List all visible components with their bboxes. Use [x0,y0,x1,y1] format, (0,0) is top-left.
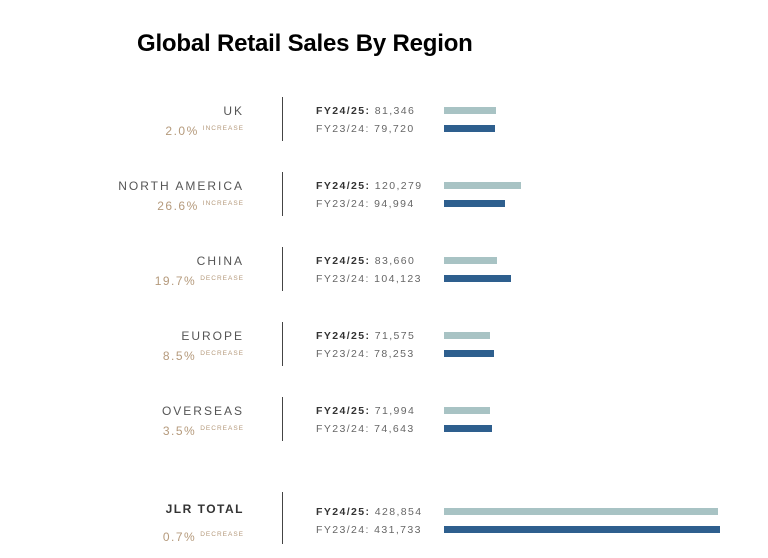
previous-year-label: FY23/24: 79,720 [316,123,415,135]
current-year-bar [444,508,718,515]
previous-year-prefix: FY23/24: [316,423,370,435]
previous-year-bar [444,200,505,207]
current-year-bar [444,257,497,264]
previous-year-bar [444,350,494,357]
current-year-value: 81,346 [374,105,416,117]
previous-year-bar [444,425,492,432]
current-year-value: 71,575 [374,330,416,342]
change-direction: DECREASE [200,275,244,282]
previous-year-bar [444,275,511,282]
previous-year-value: 79,720 [374,123,415,135]
change-indicator: 0.7% DECREASE [163,528,244,546]
previous-year-prefix: FY23/24: [316,198,370,210]
change-indicator: 19.7% DECREASE [155,272,244,290]
previous-year-prefix: FY23/24: [316,524,370,536]
change-direction: INCREASE [202,125,244,132]
current-year-prefix: FY24/25: [316,405,371,417]
current-year-prefix: FY24/25: [316,255,371,267]
previous-year-label: FY23/24: 104,123 [316,273,422,285]
change-percent: 19.7% [154,274,197,288]
change-indicator: 2.0% INCREASE [165,122,244,140]
current-year-bar [444,107,496,114]
divider [282,172,283,216]
change-direction: DECREASE [200,425,244,432]
previous-year-value: 104,123 [374,273,422,285]
change-indicator: 8.5% DECREASE [163,347,244,365]
region-name: UK [223,104,244,118]
previous-year-bar [444,125,495,132]
region-row: EUROPE 8.5% DECREASE FY24/25: 71,575 FY23/24… [0,322,768,372]
change-percent: 2.0% [165,124,199,138]
previous-year-value: 74,643 [374,423,415,435]
previous-year-label: FY23/24: 74,643 [316,423,415,435]
previous-year-bar [444,526,720,533]
region-row: NORTH AMERICA 26.6% INCREASE FY24/25: 120,2… [0,172,768,222]
current-year-label: FY24/25: 71,575 [316,330,415,342]
current-year-prefix: FY24/25: [316,105,371,117]
change-direction: DECREASE [200,350,244,357]
current-year-value: 83,660 [374,255,416,267]
change-direction: DECREASE [200,531,244,538]
change-indicator: 3.5% DECREASE [163,422,244,440]
previous-year-prefix: FY23/24: [316,123,370,135]
current-year-prefix: FY24/25: [316,330,371,342]
current-year-label: FY24/25: 428,854 [316,506,422,518]
current-year-label: FY24/25: 83,660 [316,255,415,267]
divider [282,492,283,544]
current-year-bar [444,182,521,189]
previous-year-label: FY23/24: 78,253 [316,348,415,360]
change-percent: 8.5% [162,349,197,363]
region-row: UK 2.0% INCREASE FY24/25: 81,346 FY23/24: 79… [0,97,768,147]
region-name: NORTH AMERICA [118,179,244,193]
current-year-label: FY24/25: 71,994 [316,405,415,417]
change-direction: INCREASE [202,200,244,207]
divider [282,247,283,291]
current-year-label: FY24/25: 81,346 [316,105,415,117]
current-year-value: 71,994 [374,405,416,417]
current-year-value: 120,279 [374,180,423,192]
previous-year-prefix: FY23/24: [316,273,370,285]
current-year-bar [444,407,490,414]
current-year-label: FY24/25: 120,279 [316,180,422,192]
region-name: CHINA [196,254,244,268]
change-indicator: 26.6% INCREASE [157,197,244,215]
current-year-bar [444,332,490,339]
current-year-value: 428,854 [374,506,423,518]
divider [282,97,283,141]
region-row: OVERSEAS 3.5% DECREASE FY24/25: 71,994 FY23/… [0,397,768,447]
previous-year-label: FY23/24: 94,994 [316,198,415,210]
chart-title: Global Retail Sales By Region [137,30,473,57]
region-row: CHINA 19.7% DECREASE FY24/25: 83,660 FY23/24… [0,247,768,297]
previous-year-value: 431,733 [374,524,422,536]
change-percent: 3.5% [162,424,197,438]
region-row: JLR TOTAL 0.7% DECREASE FY24/25: 428,854 FY2… [0,492,768,544]
region-name: OVERSEAS [161,404,244,418]
region-name: JLR TOTAL [165,502,244,516]
previous-year-value: 78,253 [374,348,415,360]
change-percent: 0.7% [162,530,197,544]
divider [282,322,283,366]
previous-year-value: 94,994 [374,198,415,210]
previous-year-label: FY23/24: 431,733 [316,524,422,536]
current-year-prefix: FY24/25: [316,180,371,192]
region-name: EUROPE [181,329,244,343]
current-year-prefix: FY24/25: [316,506,371,518]
divider [282,397,283,441]
change-percent: 26.6% [157,199,199,213]
previous-year-prefix: FY23/24: [316,348,370,360]
